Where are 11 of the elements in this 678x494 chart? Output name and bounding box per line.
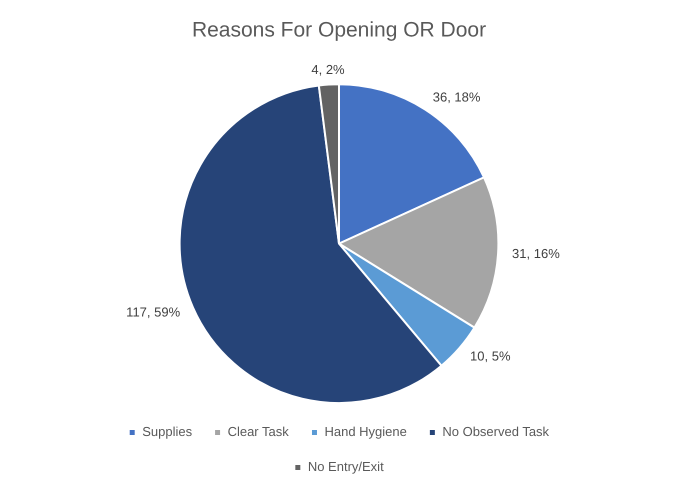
legend-label: No Observed Task bbox=[442, 424, 550, 440]
chart-title: Reasons For Opening OR Door bbox=[192, 18, 486, 42]
data-label: 4, 2% bbox=[311, 62, 346, 78]
data-label: 10, 5% bbox=[470, 348, 511, 364]
data-label: 31, 16% bbox=[512, 246, 560, 262]
legend-label: No Entry/Exit bbox=[308, 459, 384, 474]
legend-label: Hand Hygiene bbox=[324, 424, 407, 440]
data-label: 117, 59% bbox=[126, 304, 181, 320]
legend-label: Clear Task bbox=[228, 424, 290, 440]
data-label: 36, 18% bbox=[432, 89, 481, 104]
legend-label: Supplies bbox=[142, 424, 193, 440]
